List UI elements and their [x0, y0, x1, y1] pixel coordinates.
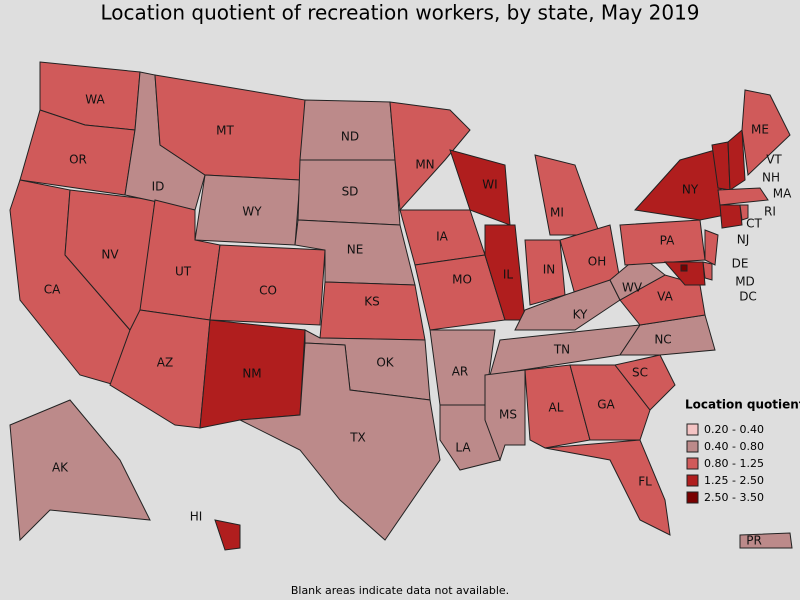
state [569, 364, 651, 441]
state-label: NM [242, 367, 261, 381]
legend-swatch [686, 491, 699, 504]
state-label: ND [341, 130, 359, 144]
legend-title: Location quotient [685, 398, 800, 412]
state-label: AR [452, 365, 469, 379]
state-label: SC [632, 366, 648, 380]
state-label: IL [503, 268, 514, 282]
state [484, 224, 526, 321]
state-label: TN [553, 343, 570, 357]
state [739, 204, 749, 221]
state-label: CT [746, 217, 762, 231]
state-label: ME [751, 123, 769, 137]
state [389, 101, 471, 212]
state [663, 261, 706, 286]
state-label: LA [455, 441, 471, 455]
state-label: MA [773, 187, 792, 201]
state [319, 281, 426, 341]
state-label: CO [259, 284, 277, 298]
state [614, 354, 676, 411]
state [717, 187, 769, 206]
state-label: OR [69, 153, 87, 167]
state-label: PA [660, 234, 675, 248]
state-label: GA [597, 398, 615, 412]
state-label: RI [764, 205, 776, 219]
state [238, 342, 441, 541]
legend-label: 1.25 - 2.50 [704, 474, 764, 487]
state-label: IN [543, 263, 556, 277]
state [209, 244, 326, 326]
state [544, 439, 671, 536]
map-title: Location quotient of recreation workers,… [100, 1, 699, 25]
state [727, 128, 746, 191]
state [524, 364, 591, 449]
state-label: MT [216, 124, 234, 138]
state-label: NE [347, 243, 364, 257]
state [680, 264, 688, 272]
state-label: VT [766, 153, 782, 167]
legend-label: 2.50 - 3.50 [704, 491, 764, 504]
legend-label: 0.20 - 0.40 [704, 423, 764, 436]
state-label: NC [654, 333, 671, 347]
state-label: DE [732, 257, 749, 271]
state-label: IA [436, 230, 449, 244]
state-label: WA [85, 93, 105, 107]
state-label: MD [735, 275, 755, 289]
state-label: MI [550, 206, 564, 220]
state-label: OK [376, 356, 394, 370]
legend-label: 0.80 - 1.25 [704, 457, 764, 470]
state-label: AL [549, 401, 564, 415]
state-label: AZ [157, 356, 173, 370]
state-label: NY [682, 183, 699, 197]
legend-label: 0.40 - 0.80 [704, 440, 764, 453]
state-label: MN [415, 158, 434, 172]
state-label: WI [482, 178, 497, 192]
state-label: UT [175, 265, 192, 279]
state-label: NJ [737, 233, 750, 247]
legend: Location quotient 0.20 - 0.40 0.40 - 0.80… [685, 398, 800, 505]
state-label: NV [101, 248, 119, 262]
note: Blank areas indicate data not available. [291, 584, 509, 597]
state-label: VA [657, 290, 673, 304]
state-label: MO [452, 273, 472, 287]
state-label: ID [152, 180, 165, 194]
state-label: KS [364, 295, 380, 309]
state-label: OH [588, 255, 606, 269]
state [9, 399, 151, 542]
state [741, 89, 791, 177]
state-label: TX [349, 431, 366, 445]
state [704, 229, 719, 266]
state-label: WY [242, 205, 262, 219]
state-label: DC [739, 290, 757, 304]
state-label: CA [44, 283, 61, 297]
legend-swatch [686, 474, 699, 487]
state-label: PR [746, 534, 762, 548]
state [739, 532, 793, 549]
state [214, 519, 241, 551]
state-label: MS [499, 408, 517, 422]
state-label: AK [52, 461, 69, 475]
state-label: WV [622, 281, 643, 295]
state-label: SD [342, 185, 359, 199]
state-label: HI [190, 510, 203, 524]
states: WA OR CA NV ID MT WY UT CO AZ NM ND SD NE KS OK TX MN IA MO… [9, 61, 793, 551]
state-label: FL [638, 475, 652, 489]
state-label: NH [762, 171, 780, 185]
legend-swatch [686, 457, 699, 470]
state-label: KY [573, 308, 588, 322]
legend-swatch [686, 440, 699, 453]
state [719, 204, 743, 229]
legend-swatch [686, 423, 699, 436]
state [619, 314, 716, 356]
